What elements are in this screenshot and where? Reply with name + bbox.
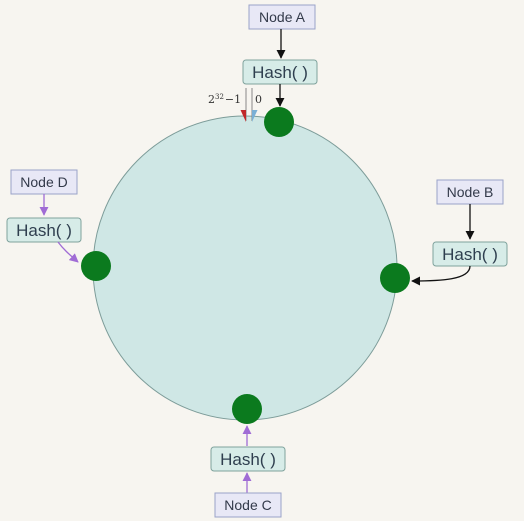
ring-origin-marker: 232−1 0 bbox=[208, 88, 262, 122]
node-c-box bbox=[214, 492, 282, 518]
hash-b-arrow bbox=[411, 265, 471, 286]
node-a-position bbox=[264, 107, 294, 137]
ring-start-arrow bbox=[252, 110, 258, 122]
node-a-box bbox=[248, 4, 316, 30]
node-b-position bbox=[380, 263, 410, 293]
hash-d-box bbox=[6, 217, 82, 243]
node-b-label: Node B bbox=[447, 184, 494, 200]
ring-end-label: 232−1 bbox=[208, 93, 241, 106]
hash-a-label: Hash( ) bbox=[252, 63, 308, 82]
node-a-group: Node A Hash( ) bbox=[242, 4, 318, 137]
node-d-group: Node D Hash( ) bbox=[6, 169, 111, 281]
node-d-label: Node D bbox=[20, 174, 67, 190]
ring-end-arrow bbox=[240, 110, 246, 122]
hash-c-label: Hash( ) bbox=[220, 450, 276, 469]
node-c-label: Node C bbox=[224, 497, 271, 513]
node-b-group: Node B Hash( ) bbox=[380, 179, 508, 293]
hash-ring bbox=[92, 115, 398, 421]
node-d-box bbox=[10, 169, 78, 195]
hash-d-arrow bbox=[57, 241, 79, 263]
node-c-group: Hash( ) Node C bbox=[210, 394, 286, 518]
node-d-position bbox=[81, 251, 111, 281]
ring-start-label: 0 bbox=[255, 93, 262, 106]
hash-d-label: Hash( ) bbox=[16, 221, 72, 240]
hash-c-box bbox=[210, 446, 286, 472]
node-a-label: Node A bbox=[259, 9, 306, 25]
hash-b-label: Hash( ) bbox=[442, 245, 498, 264]
node-c-position bbox=[232, 394, 262, 424]
node-b-box bbox=[436, 179, 504, 205]
